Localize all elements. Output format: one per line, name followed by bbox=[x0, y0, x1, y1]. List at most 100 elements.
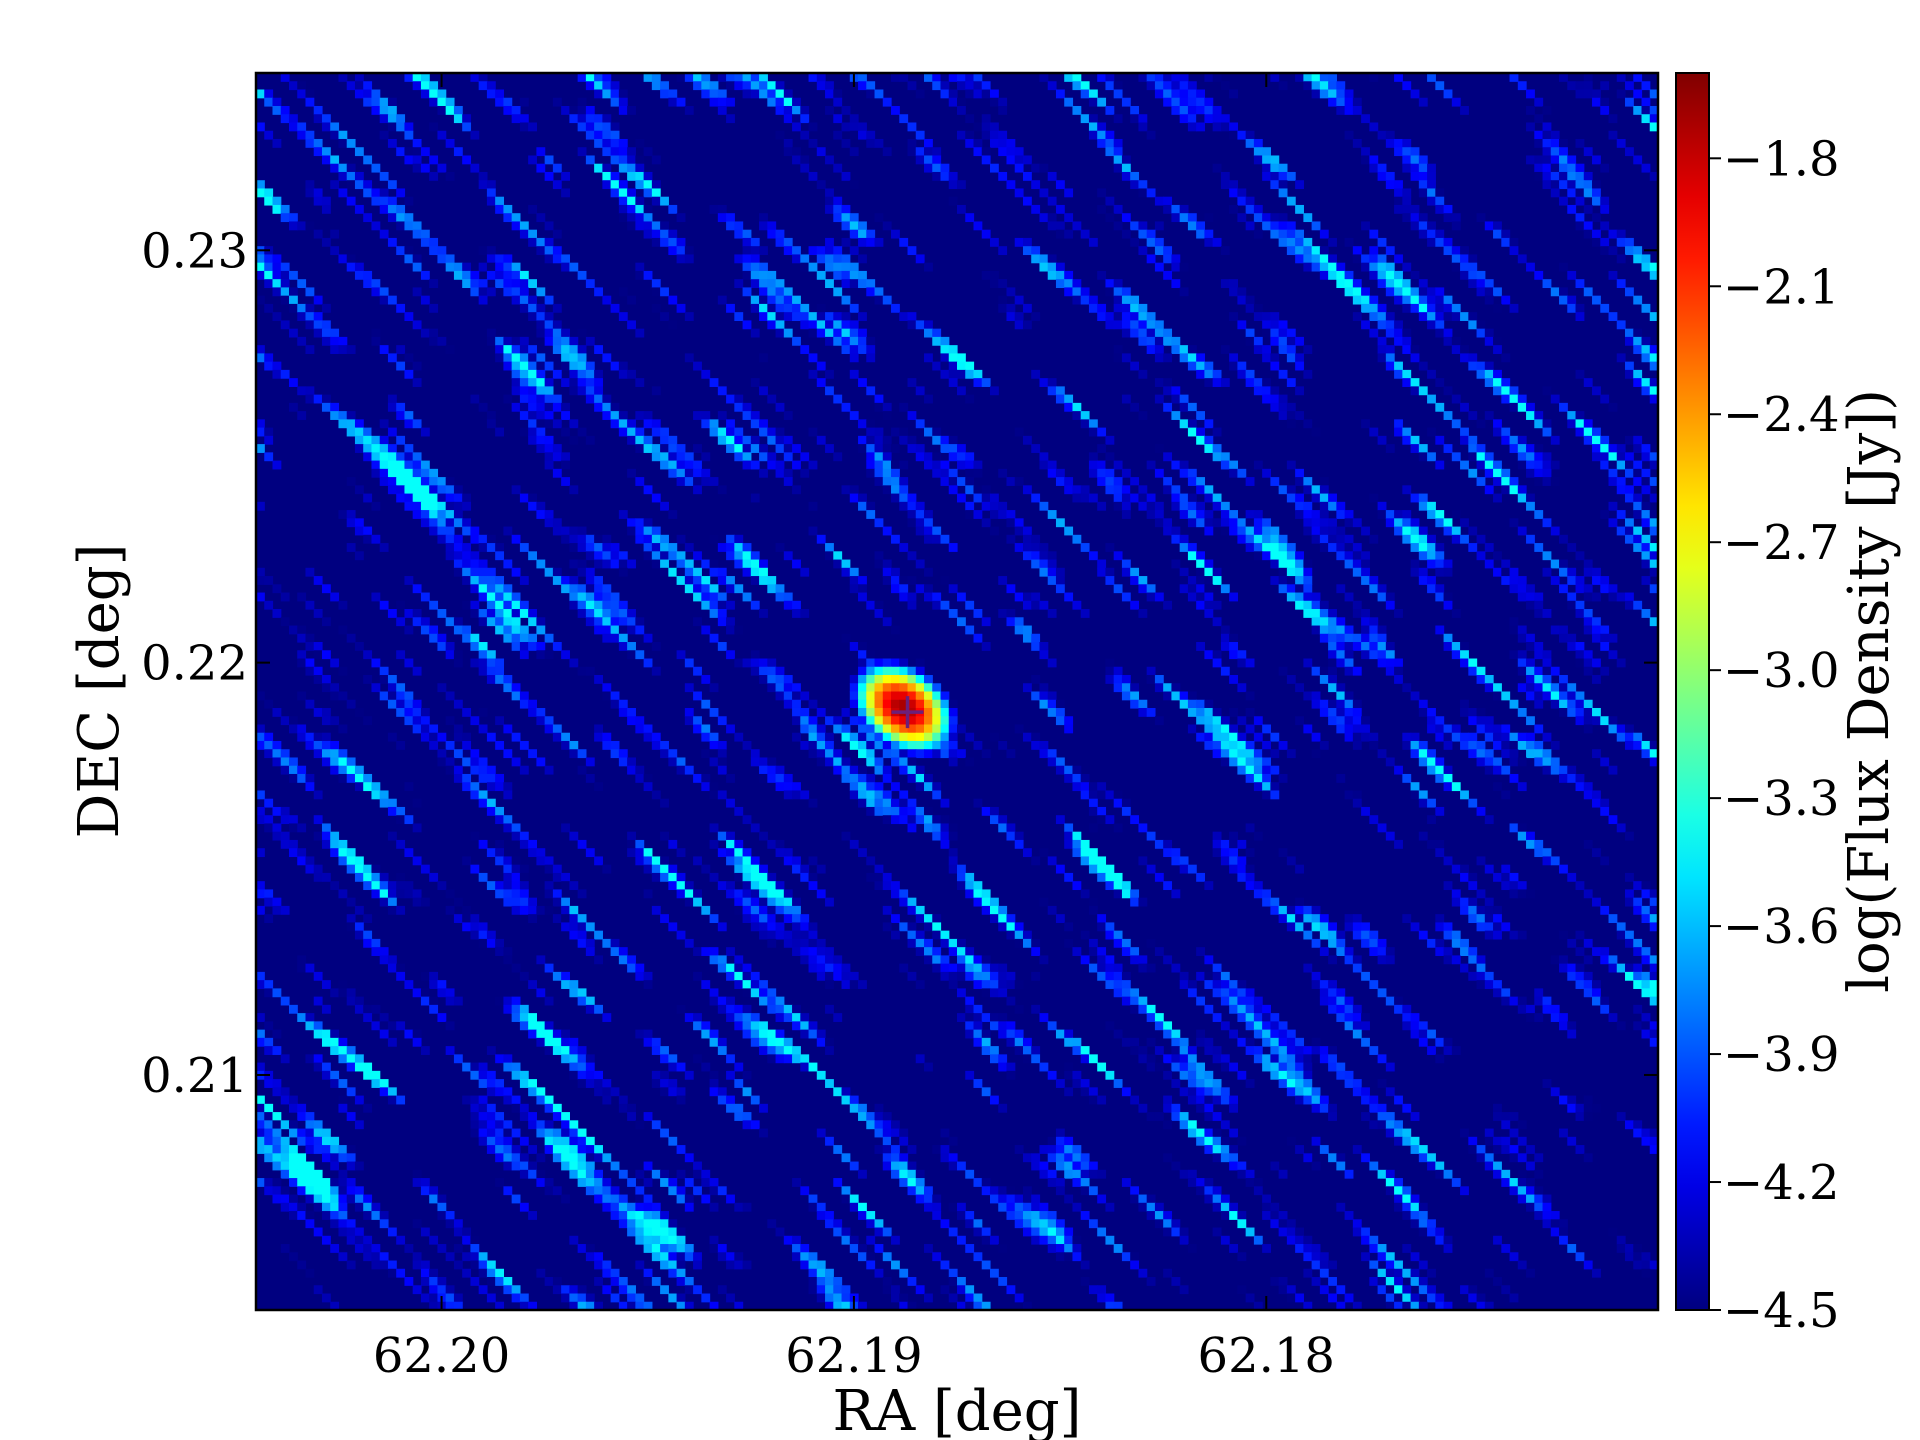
heatmap-cell bbox=[1559, 534, 1568, 544]
heatmap-cell bbox=[1113, 823, 1123, 833]
heatmap-cell bbox=[1377, 353, 1387, 363]
heatmap-cell bbox=[486, 798, 496, 808]
heatmap-cell bbox=[396, 707, 406, 717]
heatmap-cell bbox=[1509, 303, 1519, 313]
heatmap-cell bbox=[486, 196, 496, 206]
heatmap-cell bbox=[1427, 707, 1436, 717]
heatmap-cell bbox=[1055, 707, 1065, 717]
heatmap-cell bbox=[1055, 518, 1065, 528]
heatmap-cell bbox=[1270, 386, 1280, 396]
heatmap-cell bbox=[1550, 477, 1560, 486]
heatmap-cell bbox=[734, 897, 744, 907]
heatmap-cell bbox=[866, 460, 876, 470]
heatmap-cell bbox=[1443, 881, 1453, 891]
heatmap-cell bbox=[891, 493, 900, 503]
heatmap-cell bbox=[610, 691, 620, 701]
heatmap-cell bbox=[1336, 691, 1346, 701]
heatmap-cell bbox=[256, 815, 265, 825]
heatmap-cell bbox=[1303, 584, 1313, 594]
heatmap-cell bbox=[783, 773, 793, 783]
heatmap-cell bbox=[874, 675, 884, 684]
heatmap-cell bbox=[1501, 386, 1511, 396]
heatmap-cell bbox=[1352, 699, 1362, 709]
heatmap-cell bbox=[429, 122, 439, 132]
heatmap-cell bbox=[1179, 353, 1189, 363]
heatmap-cell bbox=[1559, 147, 1568, 157]
heatmap-cell bbox=[1187, 592, 1197, 602]
heatmap-cell bbox=[882, 716, 892, 726]
heatmap-cell bbox=[371, 89, 381, 99]
heatmap-cell bbox=[1336, 270, 1346, 280]
heatmap-cell bbox=[495, 543, 505, 552]
heatmap-cell bbox=[874, 864, 884, 874]
heatmap-cell bbox=[907, 378, 917, 387]
heatmap-cell bbox=[783, 675, 793, 684]
heatmap-cell bbox=[519, 411, 529, 420]
heatmap-cell bbox=[676, 444, 686, 453]
heatmap-cell bbox=[1154, 839, 1164, 849]
heatmap-cell bbox=[1435, 204, 1445, 214]
heatmap-cell bbox=[742, 460, 752, 470]
heatmap-cell bbox=[288, 287, 298, 297]
heatmap-cell bbox=[305, 642, 315, 651]
heatmap-cell bbox=[354, 773, 364, 783]
heatmap-cell bbox=[1278, 180, 1288, 190]
heatmap-cell bbox=[1187, 468, 1197, 478]
heatmap-cell bbox=[1121, 353, 1131, 363]
heatmap-cell bbox=[577, 526, 587, 536]
heatmap-cell bbox=[1220, 740, 1230, 750]
heatmap-cell bbox=[1014, 295, 1024, 305]
heatmap-cell bbox=[379, 196, 389, 206]
heatmap-cell bbox=[387, 122, 397, 132]
heatmap-cell bbox=[841, 204, 851, 214]
heatmap-cell bbox=[932, 427, 942, 437]
heatmap-cell bbox=[849, 353, 859, 363]
heatmap-cell bbox=[1154, 468, 1164, 478]
heatmap-cell bbox=[297, 658, 307, 668]
heatmap-cell bbox=[528, 617, 537, 627]
heatmap-cell bbox=[1534, 740, 1544, 750]
heatmap-cell bbox=[643, 889, 653, 899]
heatmap-cell bbox=[924, 163, 933, 173]
heatmap-cell bbox=[643, 724, 653, 734]
heatmap-cell bbox=[1435, 543, 1445, 552]
heatmap-cell bbox=[462, 922, 472, 932]
heatmap-cell bbox=[1352, 312, 1362, 321]
heatmap-cell bbox=[1229, 650, 1238, 660]
heatmap-cell bbox=[841, 295, 851, 305]
heatmap-cell bbox=[1229, 180, 1238, 190]
heatmap-cell bbox=[536, 237, 546, 247]
heatmap-cell bbox=[684, 683, 694, 693]
heatmap-cell bbox=[305, 303, 315, 313]
heatmap-cell bbox=[627, 221, 636, 231]
heatmap-cell bbox=[1501, 229, 1511, 239]
heatmap-cell bbox=[668, 468, 678, 478]
heatmap-cell bbox=[1006, 138, 1016, 148]
heatmap-cell bbox=[676, 757, 686, 767]
heatmap-cell bbox=[1319, 246, 1329, 256]
heatmap-cell bbox=[907, 749, 917, 759]
heatmap-cell bbox=[363, 716, 373, 726]
heatmap-cell bbox=[1542, 427, 1552, 437]
heatmap-cell bbox=[338, 600, 348, 610]
heatmap-cell bbox=[338, 73, 348, 82]
heatmap-cell bbox=[396, 872, 406, 882]
heatmap-cell bbox=[544, 386, 554, 396]
heatmap-cell bbox=[783, 444, 793, 453]
heatmap-cell bbox=[1361, 254, 1370, 264]
heatmap-cell bbox=[1476, 856, 1486, 866]
heatmap-cell bbox=[561, 881, 570, 891]
heatmap-cell bbox=[1121, 312, 1131, 321]
heatmap-cell bbox=[519, 303, 529, 313]
heatmap-cell bbox=[899, 460, 909, 470]
heatmap-cell bbox=[775, 460, 785, 470]
heatmap-cell bbox=[1055, 757, 1065, 767]
heatmap-cell bbox=[858, 576, 867, 585]
heatmap-cell bbox=[305, 666, 315, 676]
heatmap-cell bbox=[453, 114, 463, 124]
heatmap-cell bbox=[891, 914, 900, 924]
heatmap-cell bbox=[618, 625, 628, 635]
heatmap-cell bbox=[610, 609, 620, 618]
heatmap-cell bbox=[833, 551, 843, 561]
heatmap-cell bbox=[1559, 675, 1568, 684]
